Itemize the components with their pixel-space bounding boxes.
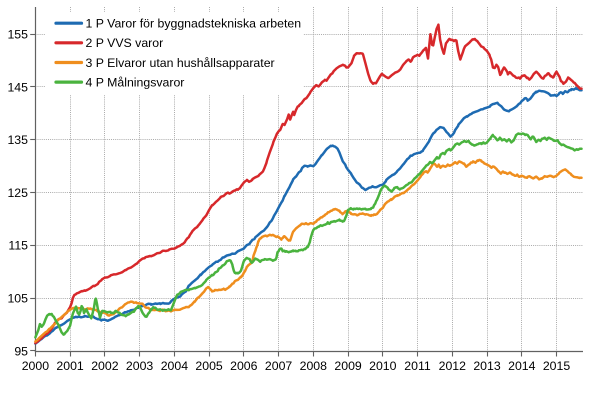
svg-text:105: 105 [7, 292, 28, 306]
svg-text:155: 155 [7, 28, 28, 42]
svg-text:2007: 2007 [265, 359, 293, 373]
svg-text:145: 145 [7, 80, 28, 94]
svg-text:2 P VVS varor: 2 P VVS varor [86, 36, 164, 50]
svg-text:2008: 2008 [300, 359, 328, 373]
svg-text:2010: 2010 [369, 359, 397, 373]
svg-text:95: 95 [14, 344, 28, 358]
svg-text:2012: 2012 [439, 359, 467, 373]
svg-text:2002: 2002 [91, 359, 119, 373]
svg-text:2005: 2005 [195, 359, 223, 373]
svg-text:3 P Elvaror utan hushållsappar: 3 P Elvaror utan hushållsapparater [86, 56, 275, 70]
svg-text:2003: 2003 [126, 359, 154, 373]
svg-text:4 P Målningsvaror: 4 P Målningsvaror [86, 76, 185, 90]
svg-text:2013: 2013 [473, 359, 501, 373]
svg-text:2006: 2006 [230, 359, 258, 373]
svg-text:125: 125 [7, 186, 28, 200]
svg-text:2011: 2011 [404, 359, 431, 373]
svg-text:2000: 2000 [22, 359, 50, 373]
svg-text:1 P Varor för byggnadstekniska: 1 P Varor för byggnadstekniska arbeten [86, 17, 302, 31]
svg-text:2015: 2015 [543, 359, 571, 373]
svg-text:135: 135 [7, 133, 28, 147]
svg-text:115: 115 [8, 239, 28, 253]
svg-text:2004: 2004 [161, 359, 189, 373]
svg-text:2001: 2001 [56, 359, 84, 373]
svg-text:2014: 2014 [508, 359, 536, 373]
svg-text:2009: 2009 [334, 359, 362, 373]
